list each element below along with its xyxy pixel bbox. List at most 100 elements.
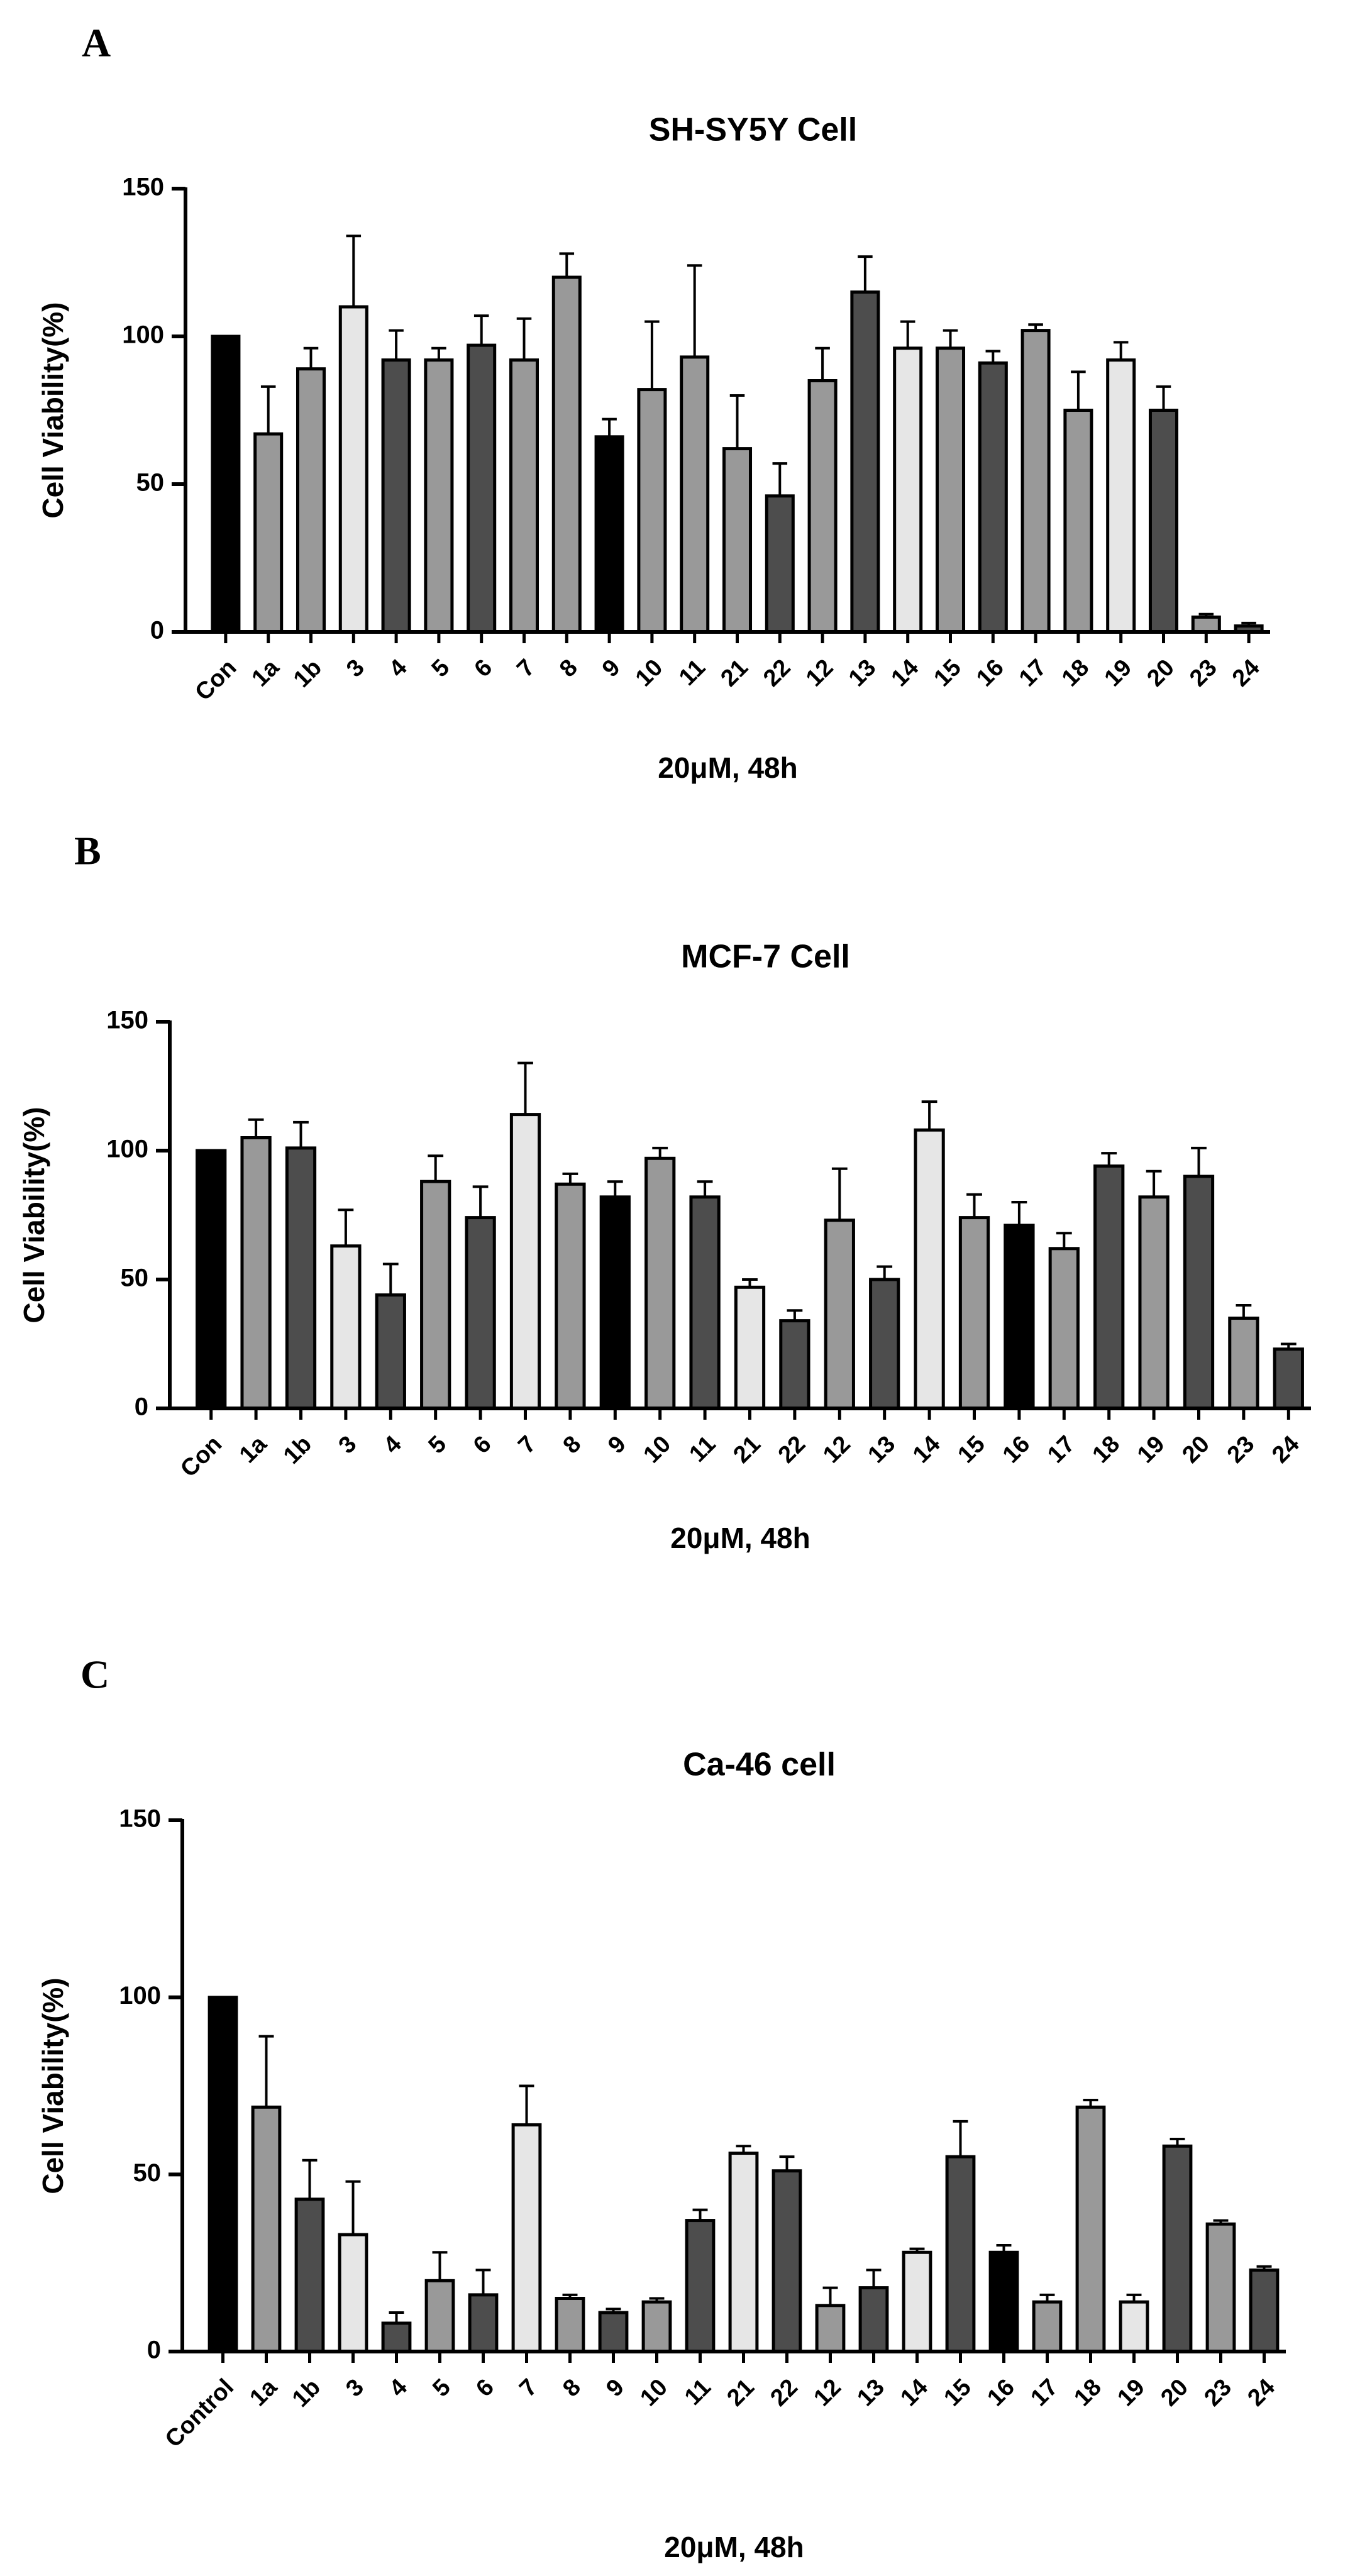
bar-9 — [598, 2311, 629, 2353]
bar-4 — [375, 1293, 406, 1410]
x-axis-title: 20μM, 48h — [664, 2531, 804, 2563]
y-tick-label-0: 0 — [135, 1393, 148, 1421]
bar-18 — [1075, 2105, 1106, 2353]
x-tick-label-1b: 1b — [289, 655, 327, 693]
y-axis-title: Cell Viability(%) — [36, 1977, 69, 2194]
bar-13 — [850, 290, 880, 634]
bar-12 — [824, 1219, 855, 1410]
bar-group-12: 12 — [818, 1167, 856, 1469]
bar-14 — [902, 2250, 932, 2353]
bar-5 — [420, 1180, 451, 1410]
bar-7 — [509, 358, 539, 634]
panel-c: C Ca-46 cell Cell Viability(%) 20μM, 48h Con… — [36, 1652, 1286, 2563]
bar-9 — [594, 435, 624, 634]
bar-21 — [728, 2152, 759, 2353]
x-tick-label-21: 21 — [728, 1431, 766, 1469]
bar-5 — [424, 358, 454, 634]
x-tick-label-7: 7 — [513, 1431, 541, 1459]
bar-group-con: Con — [190, 334, 241, 706]
y-tick-label-100: 100 — [106, 1136, 148, 1163]
bar-group-13: 13 — [844, 255, 882, 692]
chart-title: Ca-46 cell — [683, 1747, 836, 1783]
x-tick-label-1b: 1b — [279, 1431, 317, 1469]
bar-group-18: 18 — [1069, 2099, 1107, 2412]
bar-group-4: 4 — [381, 329, 412, 682]
x-tick-label-11: 11 — [680, 2374, 716, 2411]
panel-label: C — [80, 1652, 109, 1697]
bar-15 — [958, 1216, 990, 1410]
x-tick-label-15: 15 — [939, 2374, 976, 2412]
x-tick-label-19: 19 — [1100, 655, 1137, 692]
y-tick-label-0: 0 — [150, 617, 164, 644]
bar-21 — [722, 447, 753, 634]
bar-group-22: 22 — [765, 2155, 803, 2411]
y-axis-title: Cell Viability(%) — [18, 1107, 50, 1323]
x-tick-label-24: 24 — [1267, 1431, 1305, 1469]
x-tick-label-13: 13 — [863, 1431, 901, 1469]
bar-group-1b: 1b — [289, 346, 327, 693]
bar-group-24: 24 — [1242, 2265, 1280, 2412]
bar-group-6: 6 — [468, 2269, 499, 2402]
y-tick-label-50: 50 — [133, 2159, 162, 2187]
x-tick-label-6: 6 — [471, 2374, 499, 2402]
bar-10 — [644, 1156, 676, 1410]
bar-1a — [253, 432, 284, 634]
bar-group-9: 9 — [598, 2308, 629, 2402]
x-tick-label-8: 8 — [558, 1431, 587, 1459]
x-tick-label-5: 5 — [427, 655, 455, 683]
x-tick-label-18: 18 — [1057, 655, 1095, 692]
x-tick-label-4: 4 — [379, 1431, 407, 1459]
bar-group-10: 10 — [639, 1146, 676, 1468]
x-tick-label-13: 13 — [844, 655, 882, 692]
bar-6 — [468, 2293, 499, 2353]
bar-23 — [1205, 2222, 1236, 2353]
bar-group-16: 16 — [982, 2244, 1020, 2411]
x-tick-label-15: 15 — [953, 1431, 990, 1469]
x-tick-label-1a: 1a — [235, 1430, 272, 1468]
bar-1b — [294, 2197, 325, 2353]
y-tick-label-150: 150 — [122, 174, 164, 201]
x-tick-label-22: 22 — [758, 655, 796, 692]
bar-group-13: 13 — [863, 1265, 901, 1469]
bar-14 — [893, 346, 923, 634]
bar-1b — [285, 1146, 317, 1410]
bar-17 — [1020, 329, 1051, 634]
x-tick-label-14: 14 — [908, 1431, 946, 1469]
bar-16 — [1004, 1224, 1035, 1410]
bar-group-11: 11 — [680, 2208, 716, 2411]
x-tick-label-20: 20 — [1156, 2374, 1193, 2412]
y-tick-label-150: 150 — [106, 1007, 148, 1034]
bar-17 — [1048, 1247, 1080, 1410]
x-tick-label-12: 12 — [818, 1431, 856, 1469]
x-tick-label-18: 18 — [1069, 2374, 1107, 2412]
x-tick-label-12: 12 — [809, 2374, 846, 2412]
x-tick-label-10: 10 — [635, 2374, 673, 2412]
bar-group-23: 23 — [1199, 2219, 1237, 2411]
panel-label: A — [82, 21, 111, 65]
x-tick-label-16: 16 — [971, 655, 1009, 692]
bar-18 — [1093, 1164, 1125, 1410]
bar-group-8: 8 — [555, 1172, 587, 1459]
bar-group-8: 8 — [551, 252, 583, 683]
x-tick-label-8: 8 — [555, 655, 583, 683]
bar-group-21: 21 — [716, 394, 753, 692]
bar-group-14: 14 — [908, 1100, 946, 1469]
bar-3 — [338, 2233, 368, 2353]
bar-17 — [1032, 2300, 1063, 2353]
bar-group-18: 18 — [1088, 1152, 1125, 1468]
x-tick-label-24: 24 — [1242, 2374, 1280, 2412]
x-tick-label-7: 7 — [514, 2374, 543, 2402]
bar-12 — [807, 379, 838, 634]
bar-8 — [555, 1182, 586, 1410]
panel-label: B — [74, 829, 101, 873]
x-tick-label-3: 3 — [334, 1431, 362, 1459]
x-tick-label-3: 3 — [341, 2374, 369, 2402]
bar-group-1b: 1b — [279, 1120, 317, 1469]
x-tick-label-1a: 1a — [247, 654, 285, 692]
chart-title: SH-SY5Y Cell — [649, 112, 857, 148]
x-tick-label-9: 9 — [603, 1431, 631, 1459]
x-tick-label-1a: 1a — [245, 2374, 282, 2411]
x-tick-label-20: 20 — [1142, 655, 1180, 692]
x-tick-label-17: 17 — [1043, 1431, 1080, 1469]
x-tick-label-15: 15 — [929, 655, 966, 692]
